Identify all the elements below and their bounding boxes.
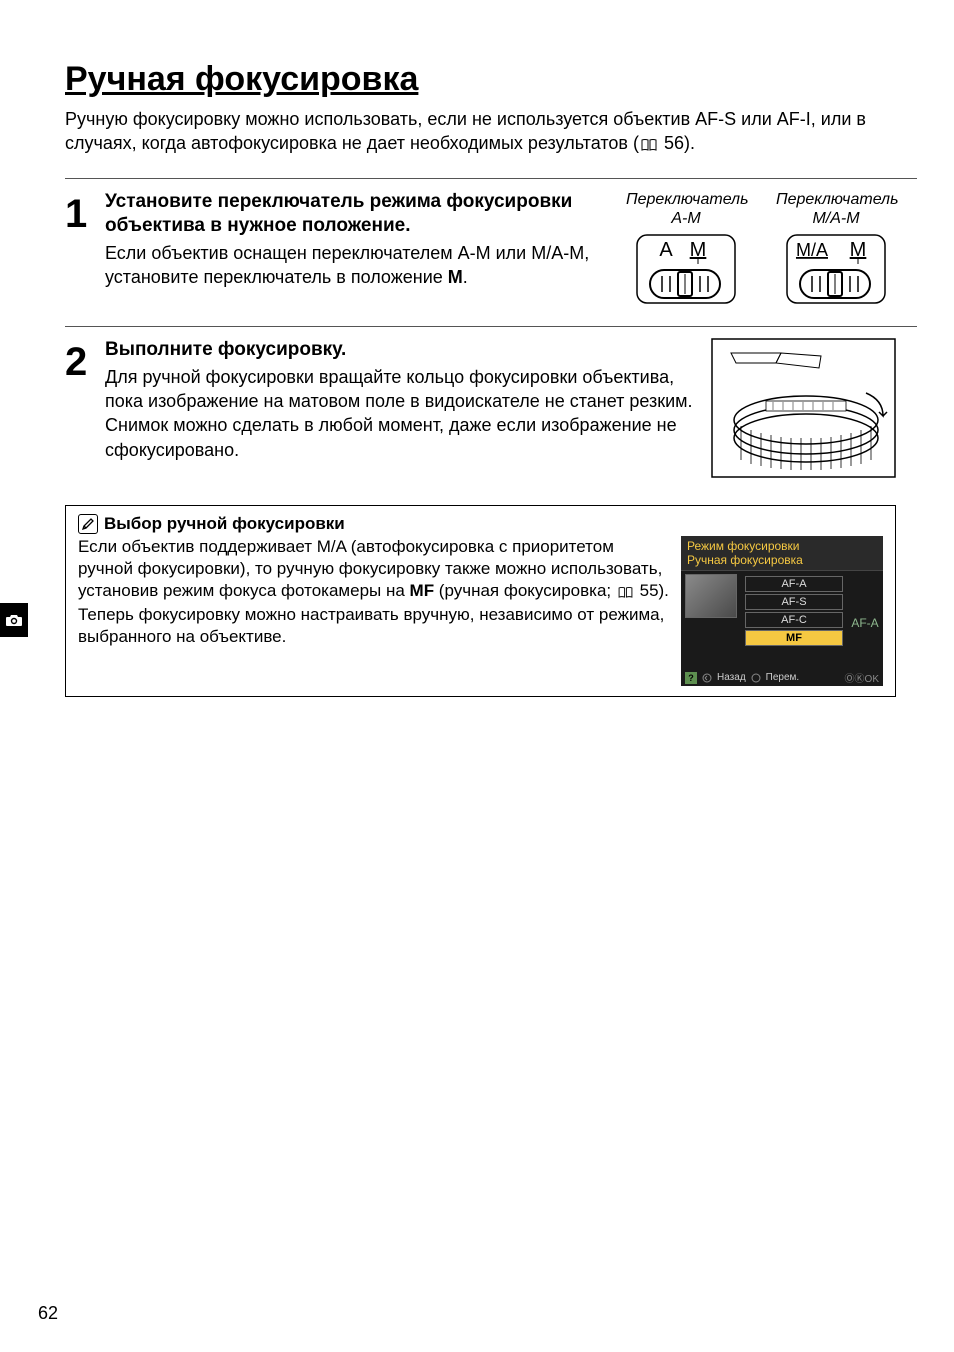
camera-icon — [5, 614, 23, 627]
footer-ok: ⓄⓀOK — [845, 670, 879, 685]
intro-paragraph: Ручную фокусировку можно использовать, е… — [65, 107, 896, 158]
step-2-body: Выполните фокусировку. Для ручной фокуси… — [105, 338, 706, 462]
help-icon: ? — [685, 672, 697, 684]
switch-mam-label-2: M/A-M — [812, 210, 859, 227]
camera-screen-body: AF-A AF-S AF-C MF AF-A — [681, 571, 883, 675]
page-title: Ручная фокусировка — [65, 60, 896, 99]
svg-text:M/A: M/A — [796, 240, 828, 260]
intro-text-ref: 56). — [659, 133, 695, 153]
page-number: 62 — [38, 1303, 58, 1324]
book-icon-2 — [618, 582, 633, 604]
step-1-switches: Переключатель A-M A M Переключатель M/A-… — [626, 190, 896, 304]
step-1: 1 Установите переключатель режима фокуси… — [86, 190, 896, 304]
book-icon — [641, 133, 657, 157]
camera-screen-left — [681, 571, 741, 675]
tip-text: Если объектив поддерживает M/A (автофоку… — [78, 536, 669, 686]
tip-text-b: (ручная фокусировка; — [434, 581, 616, 600]
menu-item-afc: AF-C — [745, 612, 843, 628]
section-tab — [0, 603, 28, 637]
footer-move: Перем. — [766, 672, 800, 683]
camera-screen-subtitle: Ручная фокусировка — [687, 553, 877, 567]
switch-am-label: Переключатель A-M — [626, 190, 746, 228]
switch-am-label-2: A-M — [671, 210, 700, 227]
tip-content: Если объектив поддерживает M/A (автофоку… — [78, 536, 883, 686]
camera-screen-footer: ? Назад Перем. ⓄⓀOK — [681, 670, 883, 686]
pencil-icon — [78, 514, 98, 534]
step-2: 2 Выполните фокусировку. Для ручной фоку… — [86, 338, 896, 483]
divider — [65, 178, 917, 179]
dpad-move-icon — [751, 673, 761, 683]
step-1-desc-c: . — [463, 267, 468, 287]
divider-2 — [65, 326, 917, 327]
step-1-body: Установите переключатель режима фокусиро… — [105, 190, 611, 290]
camera-screen: Режим фокусировки Ручная фокусировка AF-… — [681, 536, 883, 686]
switch-mam-label: Переключатель M/A-M — [776, 190, 896, 228]
switch-mam-label-1: Переключатель — [776, 191, 899, 208]
step-1-title: Установите переключатель режима фокусиро… — [105, 190, 611, 239]
lens-illustration — [706, 338, 896, 483]
camera-screen-thumbnail — [685, 574, 737, 618]
tip-header: Выбор ручной фокусировки — [78, 514, 883, 534]
camera-screen-menu: AF-A AF-S AF-C MF — [741, 571, 847, 675]
svg-text:M: M — [690, 239, 707, 261]
menu-item-afa: AF-A — [745, 576, 843, 592]
intro-text-a: Ручную фокусировку можно использовать, е… — [65, 109, 866, 153]
menu-item-mf: MF — [745, 630, 843, 646]
tip-title: Выбор ручной фокусировки — [104, 514, 345, 534]
step-2-title: Выполните фокусировку. — [105, 338, 706, 363]
step-1-desc: Если объектив оснащен переключателем A-M… — [105, 241, 611, 290]
switch-am-diagram: A M — [636, 234, 736, 304]
footer-back: Назад — [717, 672, 746, 683]
dpad-back-icon — [702, 673, 712, 683]
switch-mam-block: Переключатель M/A-M M/A M — [776, 190, 896, 304]
tip-box: Выбор ручной фокусировки Если объектив п… — [65, 505, 896, 697]
step-2-number: 2 — [65, 342, 105, 382]
step-1-desc-m: M — [448, 267, 463, 287]
step-2-desc: Для ручной фокусировки вращайте кольцо ф… — [105, 365, 706, 462]
camera-screen-title: Режим фокусировки — [687, 539, 877, 553]
camera-screen-title-bar: Режим фокусировки Ручная фокусировка — [681, 536, 883, 571]
step-1-desc-a: Если объектив оснащен переключателем A-M… — [105, 243, 589, 287]
camera-screen-side: AF-A — [847, 571, 883, 675]
tip-text-mf: MF — [410, 581, 435, 600]
menu-item-afs: AF-S — [745, 594, 843, 610]
svg-text:A: A — [659, 239, 673, 261]
step-1-number: 1 — [65, 194, 105, 234]
svg-text:M: M — [850, 239, 867, 261]
switch-mam-diagram: M/A M — [786, 234, 886, 304]
switch-am-label-1: Переключатель — [626, 191, 749, 208]
switch-am-block: Переключатель A-M A M — [626, 190, 746, 304]
